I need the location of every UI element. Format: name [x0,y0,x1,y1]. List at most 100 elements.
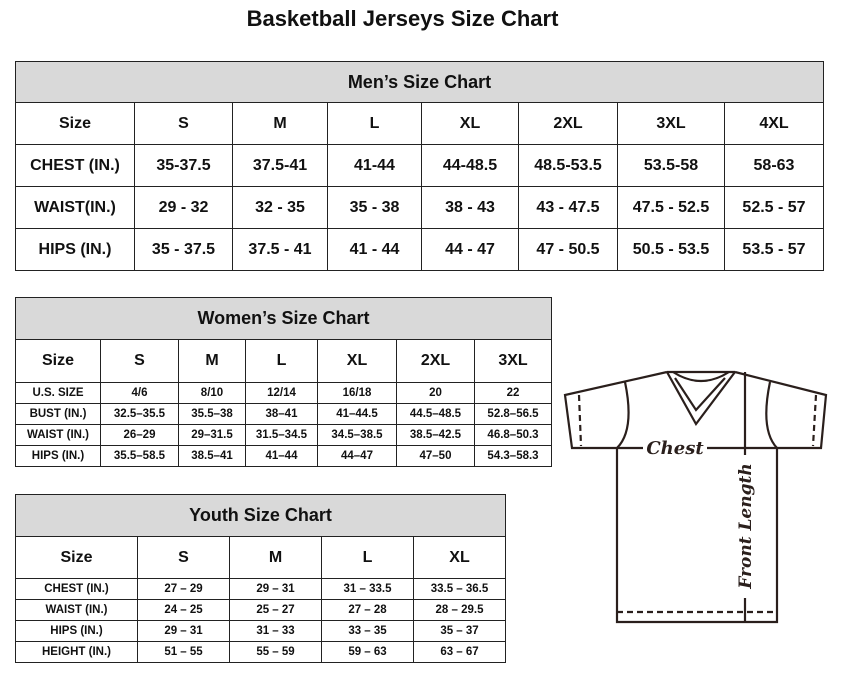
row-label: Size [15,102,135,145]
table-cell: S [134,102,233,145]
table-cell: 37.5-41 [232,144,328,187]
table-cell: 63 – 67 [412,641,507,663]
table-cell: 41-44 [327,144,422,187]
chest-label: Chest [646,438,704,459]
table-cell: S [137,536,230,579]
table-cell: 44.5–48.5 [396,403,475,425]
table-row: Size S M L XL 2XL 3XL [15,339,553,383]
row-label: WAIST(IN.) [15,186,135,229]
row-label: CHEST (IN.) [15,144,135,187]
table-cell: L [327,102,422,145]
table-cell: L [245,339,318,383]
table-row: BUST (IN.) 32.5–35.5 35.5–38 38–41 41–44.5 44… [15,403,553,425]
table-cell: 35 – 37 [412,620,507,642]
table-cell: 44 - 47 [421,228,519,271]
table-cell: 35 - 37.5 [134,228,233,271]
table-cell: 47 - 50.5 [518,228,618,271]
table-cell: 51 – 55 [137,641,230,663]
table-cell: 29–31.5 [178,424,246,446]
womens-size-table: Women’s Size Chart Size S M L XL 2XL 3XL U.S. S… [14,297,553,467]
table-cell: 52.8–56.5 [473,403,553,425]
table-cell: 20 [396,382,475,404]
womens-table-title: Women’s Size Chart [14,297,553,340]
table-cell: 35 - 38 [327,186,422,229]
table-cell: 47.5 - 52.5 [617,186,725,229]
table-cell: 44-48.5 [421,144,519,187]
table-cell: 29 – 31 [229,578,322,600]
row-label: HEIGHT (IN.) [15,641,138,663]
shirt-outline [563,370,828,624]
table-cell: 46.8–50.3 [473,424,553,446]
front-length-label: Front Length [736,463,756,589]
row-label: Size [15,339,101,383]
table-cell: 43 - 47.5 [518,186,618,229]
table-cell: 41–44.5 [317,403,397,425]
row-label: HIPS (IN.) [15,620,138,642]
table-cell: 37.5 - 41 [232,228,328,271]
table-row: CHEST (IN.) 35-37.5 37.5-41 41-44 44-48.5 48.… [15,144,824,187]
youth-size-table: Youth Size Chart Size S M L XL CHEST (IN.) 27 … [14,494,507,663]
table-cell: 41 - 44 [327,228,422,271]
table-cell: 38.5–42.5 [396,424,475,446]
table-cell: 31.5–34.5 [245,424,318,446]
table-row: CHEST (IN.) 27 – 29 29 – 31 31 – 33.5 33.5 –… [15,578,507,600]
table-cell: 59 – 63 [321,641,414,663]
table-cell: 31 – 33.5 [321,578,414,600]
table-cell: 54.3–58.3 [473,445,553,467]
table-cell: 41–44 [245,445,318,467]
table-cell: 22 [473,382,553,404]
collar [666,370,736,427]
table-cell: 38.5–41 [178,445,246,467]
table-cell: 24 – 25 [137,599,230,621]
table-cell: 27 – 28 [321,599,414,621]
table-cell: 25 – 27 [229,599,322,621]
table-cell: XL [412,536,507,579]
table-cell: 8/10 [178,382,246,404]
table-cell: XL [317,339,397,383]
table-row: WAIST (IN.) 24 – 25 25 – 27 27 – 28 28 – 29.… [15,599,507,621]
row-label: HIPS (IN.) [15,228,135,271]
table-row: U.S. SIZE 4/6 8/10 12/14 16/18 20 22 [15,382,553,404]
table-cell: 29 – 31 [137,620,230,642]
page-title: Basketball Jerseys Size Chart [246,6,559,31]
table-cell: 31 – 33 [229,620,322,642]
row-label: WAIST (IN.) [15,424,101,446]
table-cell: 12/14 [245,382,318,404]
table-row: HIPS (IN.) 29 – 31 31 – 33 33 – 35 35 – 37 [15,620,507,642]
armhole-left [616,381,630,449]
table-cell: 53.5-58 [617,144,725,187]
table-row: WAIST (IN.) 26–29 29–31.5 31.5–34.5 34.5–38.… [15,424,553,446]
table-cell: 29 - 32 [134,186,233,229]
table-cell: 26–29 [100,424,179,446]
table-cell: 3XL [617,102,725,145]
table-cell: 34.5–38.5 [317,424,397,446]
table-cell: S [100,339,179,383]
table-cell: 38–41 [245,403,318,425]
table-cell: M [229,536,322,579]
youth-table-title: Youth Size Chart [14,494,507,537]
row-label: BUST (IN.) [15,403,101,425]
table-cell: 2XL [396,339,475,383]
table-cell: 3XL [473,339,553,383]
table-cell: 2XL [518,102,618,145]
table-cell: 16/18 [317,382,397,404]
table-cell: 38 - 43 [421,186,519,229]
jersey-diagram: Chest Front Length [563,370,828,624]
table-cell: 4XL [724,102,824,145]
table-row: Size S M L XL 2XL 3XL 4XL [15,102,824,145]
table-cell: 47–50 [396,445,475,467]
table-row: WAIST(IN.) 29 - 32 32 - 35 35 - 38 38 - 43 43… [15,186,824,229]
mens-size-table: Men’s Size Chart Size S M L XL 2XL 3XL 4XL CHEST… [15,61,824,271]
table-cell: 48.5-53.5 [518,144,618,187]
row-label: HIPS (IN.) [15,445,101,467]
table-row: HEIGHT (IN.) 51 – 55 55 – 59 59 – 63 63 – 67 [15,641,507,663]
table-cell: 35.5–38 [178,403,246,425]
table-cell: XL [421,102,519,145]
table-cell: M [232,102,328,145]
table-row: Size S M L XL [15,536,507,579]
row-label: WAIST (IN.) [15,599,138,621]
table-cell: 4/6 [100,382,179,404]
table-cell: 58-63 [724,144,824,187]
table-cell: 52.5 - 57 [724,186,824,229]
table-cell: 53.5 - 57 [724,228,824,271]
